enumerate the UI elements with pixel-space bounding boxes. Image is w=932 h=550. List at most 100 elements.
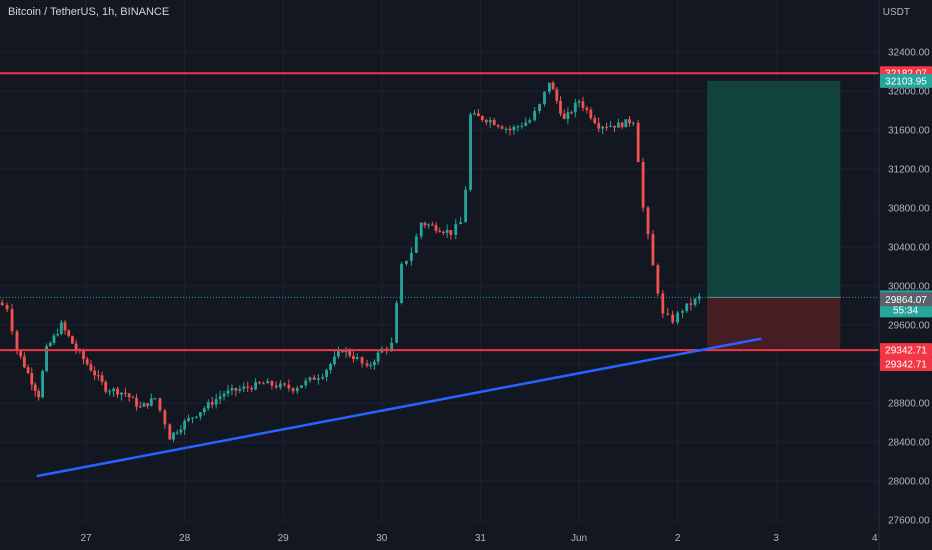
candle-body <box>543 91 546 105</box>
y-tick-label: 29600.00 <box>888 321 930 332</box>
candle-body <box>238 388 242 391</box>
candle-body <box>348 350 352 356</box>
candle-body <box>405 260 408 264</box>
candle-body <box>355 357 359 360</box>
candle-body <box>37 390 41 398</box>
candle-body <box>477 113 480 117</box>
candle-body <box>484 120 488 123</box>
y-tick-label: 32400.00 <box>888 48 930 59</box>
candle-body <box>304 380 308 386</box>
candle-body <box>270 381 274 386</box>
y-tick-label: 30000.00 <box>888 282 930 293</box>
x-tick-label: 31 <box>475 533 487 544</box>
stop-loss-zone[interactable] <box>707 297 841 351</box>
candle-body <box>96 375 100 377</box>
candle-body <box>636 122 640 163</box>
candle-body <box>352 355 355 360</box>
profit-zone[interactable] <box>707 80 841 298</box>
candle-body <box>74 343 78 350</box>
candle-body <box>538 104 541 112</box>
candle-body <box>242 386 246 389</box>
candle-body <box>631 122 635 124</box>
candle-body <box>651 234 655 266</box>
candle-body <box>325 369 328 377</box>
candle-body <box>71 336 74 344</box>
y-tick-label: 28000.00 <box>888 477 930 488</box>
candle-body <box>628 119 631 124</box>
candle-body <box>459 222 463 225</box>
candle-body <box>210 402 214 405</box>
x-tick-label: 27 <box>80 533 92 544</box>
candle-body <box>593 118 597 124</box>
candle-body <box>63 322 67 331</box>
candle-body <box>218 396 222 400</box>
candle-body <box>45 346 48 372</box>
x-tick-label: 4 <box>872 533 878 544</box>
y-tick-label: 27600.00 <box>888 516 930 527</box>
candle-body <box>112 388 116 392</box>
candle-body <box>26 367 30 374</box>
candle-body <box>300 385 303 388</box>
candle-body <box>195 416 198 418</box>
candle-body <box>400 263 403 304</box>
candle-body <box>10 309 14 332</box>
candle-body <box>258 382 261 384</box>
candle-body <box>214 399 218 405</box>
candle-body <box>395 303 398 343</box>
candle-body <box>641 162 645 208</box>
candle-body <box>693 298 697 305</box>
candle-body <box>573 102 577 113</box>
candle-body <box>22 356 26 368</box>
candle-body <box>85 359 89 365</box>
candlestick-series <box>0 80 701 442</box>
candle-body <box>520 125 524 127</box>
y-tick-label: 31200.00 <box>888 165 930 176</box>
price-tag <box>880 73 932 88</box>
candle-body <box>59 322 63 334</box>
candle-body <box>226 390 230 394</box>
candle-body <box>274 385 278 388</box>
y-tick-label: 32000.00 <box>888 87 930 98</box>
candle-body <box>500 126 504 129</box>
candle-body <box>570 112 574 114</box>
candle-body <box>430 224 434 226</box>
candle-body <box>230 387 234 391</box>
candle-body <box>376 352 380 362</box>
candle-body <box>291 388 295 392</box>
trendline[interactable] <box>36 337 762 478</box>
candle-body <box>127 393 131 398</box>
candle-body <box>492 120 496 126</box>
candle-body <box>620 122 624 128</box>
candle-body <box>508 128 512 131</box>
candle-body <box>524 122 528 126</box>
time-axis[interactable]: 27 28 29 30 31 Jun 2 3 4 <box>80 533 878 544</box>
candle-body <box>551 82 555 90</box>
candle-body <box>202 408 206 413</box>
price-axis[interactable]: 27600.0028000.0028400.0028800.0029200.00… <box>888 48 930 527</box>
candle-body <box>41 371 45 398</box>
candle-body <box>414 236 418 253</box>
long-position-tool[interactable] <box>0 80 879 351</box>
x-tick-label: 29 <box>278 533 290 544</box>
candle-body <box>287 384 291 389</box>
candle-body <box>666 313 670 315</box>
candle-body <box>419 222 423 237</box>
candle-body <box>681 311 684 313</box>
candle-body <box>138 406 142 408</box>
drawn-lines[interactable] <box>0 72 879 478</box>
candle-body <box>656 265 660 294</box>
candle-body <box>581 101 585 108</box>
candle-body <box>697 296 701 299</box>
countdown-label: 55:34 <box>893 305 918 316</box>
candle-body <box>206 402 210 409</box>
candle-body <box>179 429 183 433</box>
x-tick-label: 28 <box>179 533 191 544</box>
candle-body <box>100 375 104 382</box>
candle-body <box>33 384 37 391</box>
candle-body <box>321 376 325 379</box>
candle-body <box>317 378 320 380</box>
candle-body <box>168 424 172 440</box>
candle-body <box>613 125 616 128</box>
candle-body <box>533 111 537 121</box>
